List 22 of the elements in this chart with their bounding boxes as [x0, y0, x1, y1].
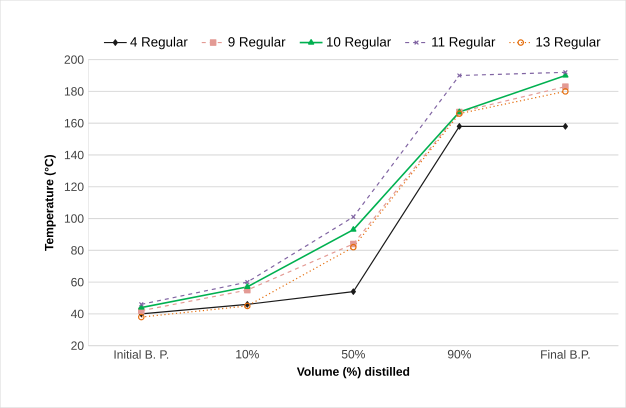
x-tick-label: 90%	[448, 350, 471, 358]
y-tick-label: 160	[64, 118, 84, 128]
y-tick-label: 120	[64, 182, 84, 192]
y-tick-label: 180	[64, 87, 84, 96]
y-tick-label: 40	[70, 310, 84, 318]
y-axis-title: Temperature (°C)	[44, 154, 56, 251]
x-tick-label: Final B.P.	[541, 350, 590, 359]
y-tick-label: 20	[71, 341, 84, 350]
y-tick-label: 80	[71, 246, 84, 255]
y-tick-label: 200	[64, 55, 84, 64]
y-tick-label: 100	[64, 214, 84, 223]
legend-label: 10 Regular	[327, 36, 391, 50]
x-tick-label: Initial B. P.	[114, 350, 168, 359]
legend-label: 9 Regular	[228, 36, 286, 50]
x-axis-title: Volume (%) distilled	[296, 367, 410, 378]
legend-label: 4 Regular	[130, 36, 188, 50]
legend-label: 13 Regular	[536, 36, 600, 50]
x-tick-label: 50%	[342, 350, 365, 358]
y-tick-label: 60	[71, 278, 84, 286]
legend-label: 11 Regular	[432, 36, 496, 50]
y-tick-label: 140	[64, 150, 84, 160]
x-tick-label: 10%	[236, 350, 259, 358]
